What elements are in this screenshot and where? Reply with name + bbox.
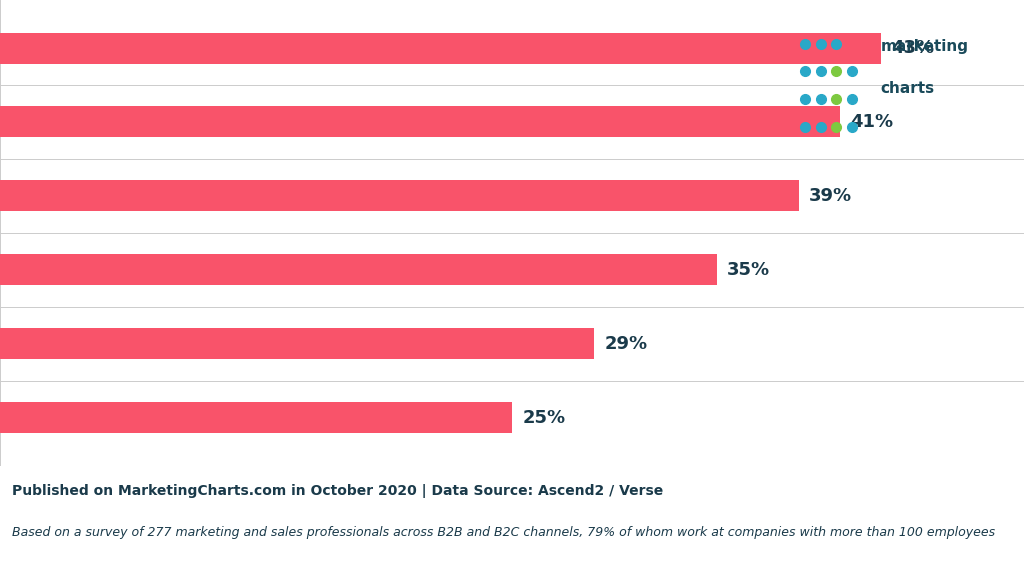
Bar <box>0 32 881 64</box>
Text: 41%: 41% <box>850 113 893 131</box>
Bar <box>0 180 799 211</box>
Bar <box>0 106 840 138</box>
Bar <box>0 254 717 285</box>
Text: 25%: 25% <box>522 409 565 427</box>
Text: 35%: 35% <box>727 261 770 279</box>
Text: 43%: 43% <box>891 39 934 57</box>
Text: marketing: marketing <box>881 39 969 54</box>
Text: Based on a survey of 277 marketing and sales professionals across B2B and B2C ch: Based on a survey of 277 marketing and s… <box>12 526 995 538</box>
Bar <box>0 402 512 433</box>
Text: 29%: 29% <box>604 335 647 353</box>
Text: Published on MarketingCharts.com in October 2020 | Data Source: Ascend2 / Verse: Published on MarketingCharts.com in Octo… <box>12 484 664 498</box>
Text: charts: charts <box>881 81 935 97</box>
Bar <box>0 328 594 359</box>
Text: 39%: 39% <box>809 187 852 205</box>
